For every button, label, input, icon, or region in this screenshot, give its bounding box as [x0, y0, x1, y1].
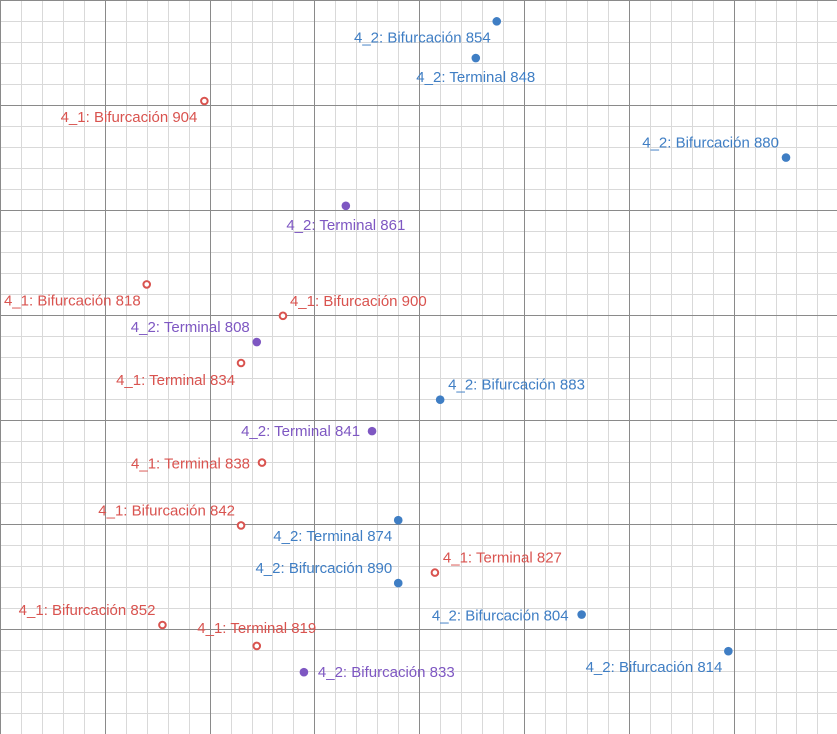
point-label: 4_2: Bifurcación 880 [642, 135, 779, 152]
point-label: 4_2: Bifurcación 883 [448, 377, 585, 394]
data-point [257, 458, 267, 467]
point-label: 4_2: Bifurcación 814 [586, 659, 723, 676]
point-label: 4_2: Terminal 848 [416, 69, 535, 86]
data-point [299, 667, 309, 677]
data-point [200, 96, 209, 106]
data-point [393, 515, 403, 525]
point-label: 4_1: Terminal 819 [197, 620, 316, 637]
point-label: 4_2: Terminal 808 [131, 319, 250, 336]
point-label: 4_2: Terminal 841 [241, 423, 360, 440]
data-point [252, 337, 262, 347]
point-label: 4_1: Bifurcación 900 [290, 293, 427, 310]
data-point [492, 17, 502, 26]
data-point [781, 153, 791, 162]
point-label: 4_2: Bifurcación 833 [318, 664, 455, 681]
point-label: 4_1: Bifurcación 904 [61, 109, 198, 126]
data-point [236, 358, 246, 368]
point-label: 4_2: Bifurcación 804 [432, 608, 569, 625]
data-point [724, 646, 733, 656]
data-point [430, 568, 440, 577]
data-point [341, 201, 351, 211]
data-point [471, 53, 481, 63]
data-point [577, 610, 586, 619]
point-label: 4_1: Bifurcación 818 [4, 292, 141, 309]
data-point [393, 578, 403, 588]
data-point [158, 620, 167, 630]
point-labels: 4_2: Bifurcación 854 4_2: Terminal 848 4_1… [4, 29, 779, 681]
point-label: 4_2: Bifurcación 854 [354, 29, 491, 46]
data-point [435, 395, 445, 404]
data-point [367, 426, 377, 436]
point-label: 4_1: Terminal 827 [443, 550, 562, 567]
point-label: 4_2: Terminal 861 [286, 217, 405, 234]
data-point [236, 521, 246, 530]
data-points [142, 17, 791, 677]
point-label: 4_1: Bifurcación 852 [19, 602, 156, 619]
point-label: 4_2: Bifurcación 890 [255, 560, 392, 577]
point-label: 4_2: Terminal 874 [273, 528, 392, 545]
point-label: 4_1: Bifurcación 842 [98, 502, 235, 519]
point-label: 4_1: Terminal 838 [131, 456, 250, 473]
point-label: 4_1: Terminal 834 [116, 372, 235, 389]
data-point [252, 641, 262, 651]
data-point [278, 311, 288, 321]
data-point [142, 280, 152, 289]
